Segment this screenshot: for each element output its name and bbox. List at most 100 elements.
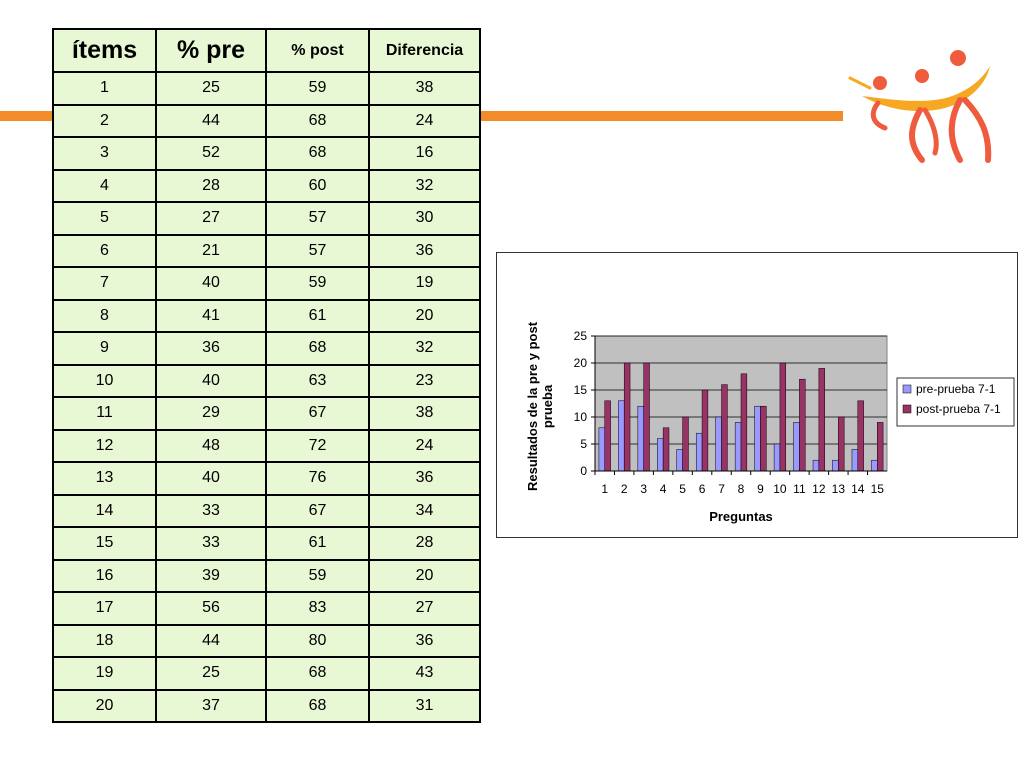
table-row: 14 33 67 34 <box>52 493 481 528</box>
table-row: 3 52 68 16 <box>52 136 481 171</box>
table-row: 6 21 57 36 <box>52 233 481 268</box>
x-tick-label: 8 <box>738 482 745 496</box>
x-axis-title: Preguntas <box>709 509 773 524</box>
bar-pre-9 <box>754 405 761 472</box>
logo-figures-icon <box>848 50 992 163</box>
table-cell: 13 <box>52 461 157 496</box>
x-tick-label: 12 <box>812 482 826 496</box>
table-cell: 44 <box>155 103 267 138</box>
table-cell: 28 <box>155 168 267 203</box>
table-cell: 24 <box>368 103 481 138</box>
table-cell: 28 <box>368 526 481 561</box>
table-row: 20 37 68 31 <box>52 688 481 723</box>
table-cell: 11 <box>52 396 157 431</box>
table-cell: 5 <box>52 201 157 236</box>
x-tick-label: 11 <box>793 482 806 496</box>
table-cell: 40 <box>155 363 267 398</box>
x-tick-label: 15 <box>871 482 885 496</box>
table-cell: 32 <box>368 331 481 366</box>
y-axis-title: Resultados de la pre y postprueba <box>525 321 555 491</box>
table-cell: 67 <box>265 396 370 431</box>
table-cell: 3 <box>52 136 157 171</box>
table-row: 17 56 83 27 <box>52 591 481 626</box>
x-tick-label: 5 <box>679 482 686 496</box>
x-tick-label: 1 <box>601 482 608 496</box>
table-cell: 56 <box>155 591 267 626</box>
bar-pre-10 <box>773 443 781 472</box>
header-items: ítems <box>52 28 157 73</box>
table-cell: 18 <box>52 623 157 658</box>
table-cell: 60 <box>265 168 370 203</box>
bar-post-3 <box>643 362 650 472</box>
y-tick-label: 0 <box>580 464 587 478</box>
table-cell: 32 <box>368 168 481 203</box>
table-cell: 68 <box>265 331 370 366</box>
x-tick-label: 9 <box>757 482 764 496</box>
table-row: 7 40 59 19 <box>52 266 481 301</box>
table-row: 10 40 63 23 <box>52 363 481 398</box>
table-cell: 1 <box>52 71 157 106</box>
table-cell: 29 <box>155 396 267 431</box>
bar-post-11 <box>799 378 806 472</box>
table-row: 19 25 68 43 <box>52 656 481 691</box>
table-cell: 41 <box>155 298 267 333</box>
bar-pre-6 <box>695 432 703 472</box>
table-row: 18 44 80 36 <box>52 623 481 658</box>
table-row: 12 48 72 24 <box>52 428 481 463</box>
table-cell: 39 <box>155 558 267 593</box>
x-tick-label: 6 <box>699 482 706 496</box>
table-row: 2 44 68 24 <box>52 103 481 138</box>
bar-post-10 <box>779 362 787 472</box>
bar-pre-13 <box>832 459 839 472</box>
table-cell: 36 <box>368 461 481 496</box>
x-tick-label: 3 <box>640 482 647 496</box>
table-header-row: ítems % pre % post Diferencia <box>52 28 481 73</box>
table-row: 5 27 57 30 <box>52 201 481 236</box>
table-cell: 80 <box>265 623 370 658</box>
table-cell: 2 <box>52 103 157 138</box>
table-cell: 19 <box>368 266 481 301</box>
table-row: 11 29 67 38 <box>52 396 481 431</box>
bar-post-8 <box>740 373 748 472</box>
table-cell: 20 <box>368 558 481 593</box>
table-cell: 16 <box>368 136 481 171</box>
table-row: 13 40 76 36 <box>52 461 481 496</box>
table-cell: 34 <box>368 493 481 528</box>
table-cell: 19 <box>52 656 157 691</box>
table-cell: 25 <box>155 71 267 106</box>
table-cell: 33 <box>155 526 267 561</box>
table-cell: 52 <box>155 136 267 171</box>
table-cell: 57 <box>265 233 370 268</box>
bar-pre-5 <box>676 449 683 472</box>
header-post: % post <box>265 28 370 73</box>
table-cell: 83 <box>265 591 370 626</box>
bar-pre-3 <box>637 405 644 472</box>
legend-label: pre-prueba 7-1 <box>916 382 996 396</box>
table-cell: 15 <box>52 526 157 561</box>
table-cell: 43 <box>368 656 481 691</box>
bar-pre-2 <box>618 400 625 472</box>
table-cell: 12 <box>52 428 157 463</box>
table-cell: 30 <box>368 201 481 236</box>
bar-post-5 <box>682 416 689 472</box>
table-cell: 67 <box>265 493 370 528</box>
table-cell: 4 <box>52 168 157 203</box>
table-cell: 38 <box>368 71 481 106</box>
table-cell: 40 <box>155 461 267 496</box>
table-cell: 37 <box>155 688 267 723</box>
bar-post-2 <box>623 362 631 472</box>
table-cell: 9 <box>52 331 157 366</box>
y-tick-label: 20 <box>574 356 588 370</box>
table-row: 4 28 60 32 <box>52 168 481 203</box>
table-cell: 59 <box>265 266 370 301</box>
legend-label: post-prueba 7-1 <box>916 402 1001 416</box>
table-cell: 31 <box>368 688 481 723</box>
decorative-stripe-left <box>0 111 54 121</box>
table-cell: 6 <box>52 233 157 268</box>
table-cell: 20 <box>52 688 157 723</box>
table-cell: 8 <box>52 298 157 333</box>
table-cell: 36 <box>368 623 481 658</box>
header-pre: % pre <box>155 28 267 73</box>
table-cell: 36 <box>368 233 481 268</box>
bar-pre-14 <box>851 449 859 472</box>
